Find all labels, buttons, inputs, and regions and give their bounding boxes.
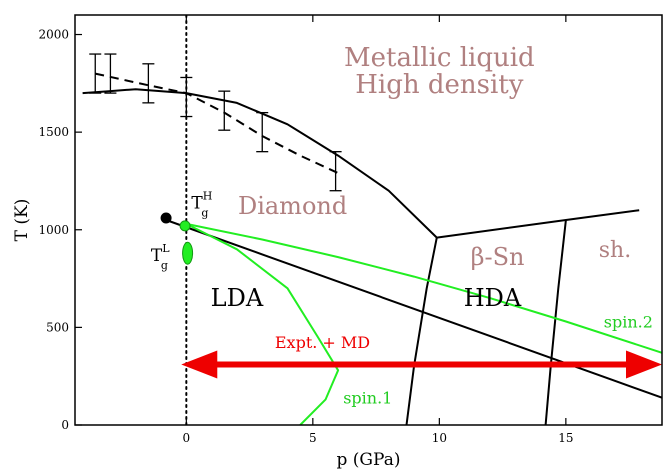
label-hda: HDA: [464, 284, 522, 312]
series-bsn-sh-boundary: [544, 219, 567, 425]
x-tick-label: 5: [309, 431, 317, 445]
black-dot-marker: [160, 212, 172, 224]
y-tick-label: 500: [46, 320, 69, 334]
axes: 0 5 10 15 0 500 1000 1500 2000: [38, 15, 573, 445]
plot-area: [82, 15, 662, 425]
tg-l-ellipse-marker: [182, 241, 194, 265]
series-spin-2: [186, 222, 662, 354]
series-upper-boundary: [436, 209, 640, 239]
label-tg-l: TL g: [151, 242, 170, 272]
label-metallic-liquid: Metallic liquid: [344, 43, 535, 73]
plot-frame: [74, 14, 663, 426]
green-dot-marker: [179, 220, 191, 232]
y-tick-label: 2000: [38, 28, 69, 42]
label-spin2: spin.2: [604, 312, 653, 331]
x-tick-label: 10: [432, 431, 447, 445]
x-tick-label: 0: [183, 431, 191, 445]
arrow-head-right: [626, 350, 662, 379]
y-axis-label: T (K): [12, 199, 32, 242]
y-tick-label: 1000: [38, 223, 69, 237]
label-expt: Expt. + MD: [275, 333, 370, 352]
x-axis-label: p (GPa): [337, 450, 401, 470]
series-melting-solid: [82, 88, 438, 239]
label-spin1: spin.1: [343, 389, 392, 408]
label-tg-h-subscript: g: [201, 206, 208, 219]
label-tg-h-superscript: H: [203, 189, 213, 202]
y-tick-label: 1500: [38, 125, 69, 139]
series-diamond-bsn-boundary: [405, 237, 438, 425]
label-diamond: Diamond: [238, 192, 347, 220]
label-sh: sh.: [599, 238, 631, 263]
series-spin-1: [185, 223, 340, 425]
label-tg-h: TH g: [191, 189, 212, 219]
label-tg-l-subscript: g: [161, 259, 168, 272]
label-lda: LDA: [211, 284, 264, 312]
x-tick-label: 15: [558, 431, 573, 445]
series-lda-hda-boundary: [165, 219, 662, 399]
label-beta-sn: β-Sn: [471, 243, 525, 271]
y-tick-label: 0: [61, 418, 69, 432]
label-high-density: High density: [355, 70, 524, 100]
label-tg-l-superscript: L: [162, 242, 170, 255]
arrow-head-left: [181, 350, 218, 379]
